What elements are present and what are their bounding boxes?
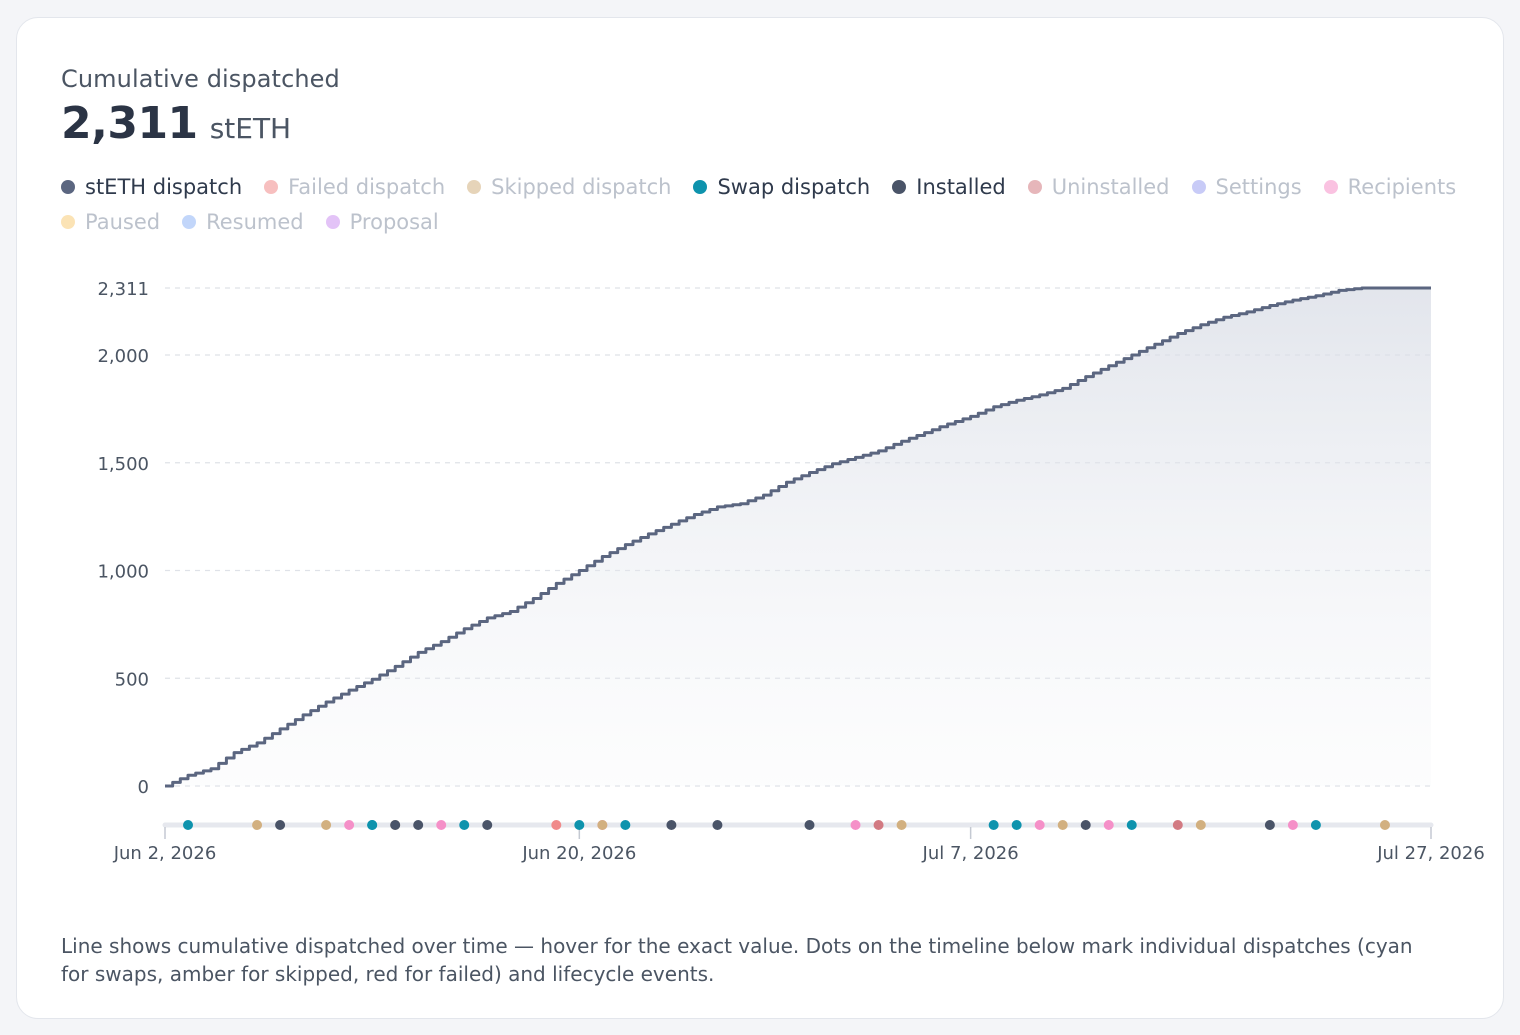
legend-dot-icon [264, 180, 279, 194]
event-dot[interactable] [436, 820, 447, 830]
legend-dot-icon [467, 180, 482, 194]
event-dot[interactable] [390, 820, 401, 830]
event-dot[interactable] [275, 820, 286, 830]
event-dot[interactable] [873, 820, 884, 830]
total-value: 2,311 stETH [61, 98, 291, 149]
event-dot[interactable] [413, 820, 424, 830]
legend-item-skipped-dispatch[interactable]: Skipped dispatch [467, 174, 671, 200]
legend-item-failed-dispatch[interactable]: Failed dispatch [264, 174, 445, 200]
event-dot[interactable] [597, 820, 608, 830]
legend-dot-icon [892, 180, 907, 194]
legend-item-installed[interactable]: Installed [892, 174, 1006, 200]
event-dot[interactable] [896, 820, 907, 830]
event-dot[interactable] [1172, 820, 1183, 830]
chart-legend: stETH dispatch Failed dispatch Skipped dis… [61, 174, 1461, 235]
legend-label: Installed [916, 175, 1006, 199]
legend-label: Resumed [206, 210, 304, 234]
y-tick-label: 500 [115, 669, 149, 690]
y-tick-label: 1,500 [97, 454, 149, 475]
event-dot[interactable] [1310, 820, 1321, 830]
legend-label: Paused [85, 210, 161, 234]
legend-item-steth-dispatch[interactable]: stETH dispatch [61, 174, 242, 200]
legend-dot-icon [325, 215, 340, 229]
event-dot[interactable] [1080, 820, 1091, 830]
event-dot[interactable] [459, 820, 470, 830]
event-dot[interactable] [1264, 820, 1275, 830]
y-tick-label: 0 [138, 777, 149, 798]
chart-caption: Line shows cumulative dispatched over ti… [61, 934, 1413, 986]
legend-label: stETH dispatch [85, 175, 243, 199]
card-title: Cumulative dispatched [61, 65, 340, 93]
event-dot[interactable] [1103, 820, 1114, 830]
event-dot[interactable] [850, 820, 861, 830]
legend-item-proposal[interactable]: Proposal [325, 209, 439, 235]
legend-item-settings[interactable]: Settings [1191, 174, 1302, 200]
event-dot[interactable] [666, 820, 677, 830]
event-dot[interactable] [1126, 820, 1137, 830]
area-fill [165, 288, 1431, 786]
legend-item-paused[interactable]: Paused [61, 209, 160, 235]
event-dot[interactable] [1034, 820, 1045, 830]
cumulative-chart[interactable]: 0 500 1,000 1,500 2,000 2,311 Jun 2, 2026 Jun 2… [17, 18, 1503, 898]
event-dot[interactable] [183, 820, 194, 830]
y-tick-label: 2,311 [97, 279, 149, 300]
x-tick-label: Jun 20, 2026 [521, 843, 636, 864]
chart-card: Cumulative dispatched 2,311 stETH stETH … [16, 17, 1504, 1019]
total-number: 2,311 [61, 98, 198, 149]
legend-dot-icon [61, 180, 75, 194]
x-tick-label: Jul 27, 2026 [1376, 843, 1485, 864]
legend-label: Recipients [1347, 175, 1457, 199]
legend-dot-icon [1191, 180, 1206, 194]
y-tick-label: 1,000 [97, 562, 149, 583]
legend-dot-icon [61, 215, 75, 229]
legend-item-recipients[interactable]: Recipients [1323, 174, 1457, 200]
legend-dot-icon [693, 180, 708, 194]
event-dot[interactable] [1011, 820, 1022, 830]
total-unit: stETH [209, 112, 292, 145]
event-dot[interactable] [712, 820, 723, 830]
legend-item-resumed[interactable]: Resumed [182, 209, 304, 235]
legend-item-uninstalled[interactable]: Uninstalled [1027, 174, 1170, 200]
event-dot[interactable] [1287, 820, 1298, 830]
event-dot[interactable] [344, 820, 355, 830]
y-tick-label: 2,000 [97, 346, 149, 367]
event-dot[interactable] [574, 820, 585, 830]
event-dot[interactable] [252, 820, 263, 830]
legend-label: Settings [1215, 175, 1302, 199]
event-dot[interactable] [620, 820, 631, 830]
x-tick-label: Jun 2, 2026 [113, 843, 217, 864]
legend-dot-icon [1323, 180, 1338, 194]
legend-label: Proposal [349, 210, 439, 234]
legend-label: Uninstalled [1051, 175, 1170, 199]
event-dot[interactable] [804, 820, 815, 830]
legend-dot-icon [182, 215, 197, 229]
event-dot[interactable] [1379, 820, 1390, 830]
legend-label: Skipped dispatch [491, 175, 672, 199]
x-tick-label: Jul 7, 2026 [922, 843, 1019, 864]
legend-label: Swap dispatch [717, 175, 871, 199]
event-dot[interactable] [1195, 820, 1206, 830]
event-dot[interactable] [1057, 820, 1068, 830]
event-dot[interactable] [482, 820, 493, 830]
event-dot[interactable] [367, 820, 378, 830]
event-dot[interactable] [551, 820, 562, 830]
legend-item-swap-dispatch[interactable]: Swap dispatch [693, 174, 870, 200]
event-dot[interactable] [988, 820, 999, 830]
series-line-steth-dispatch [165, 286, 1431, 788]
event-dot[interactable] [321, 820, 332, 830]
legend-dot-icon [1027, 180, 1042, 194]
legend-label: Failed dispatch [288, 175, 446, 199]
